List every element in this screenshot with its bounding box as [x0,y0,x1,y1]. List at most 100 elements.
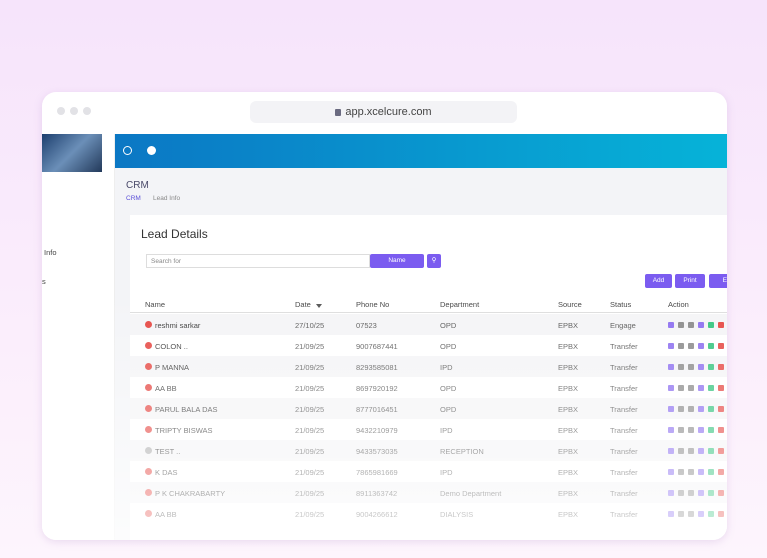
cell: IPD [440,468,453,477]
action-icon[interactable] [708,511,714,517]
cell: TRIPTY BISWAS [155,426,213,435]
action-icon[interactable] [668,385,674,391]
action-icon[interactable] [718,469,724,475]
cell: PARUL BALA DAS [155,405,218,414]
action-icon[interactable] [698,406,704,412]
back-icon[interactable] [123,146,132,155]
sort-arrow [316,304,322,308]
action-icon[interactable] [678,343,684,349]
action-icon[interactable] [678,511,684,517]
action-icon[interactable] [688,511,694,517]
status-dot [145,363,152,370]
sidebar-item[interactable]: Info [44,248,57,257]
settings-icon[interactable] [147,146,156,155]
action-icon[interactable] [718,448,724,454]
sidebar: Info s [42,134,115,540]
action-icon[interactable] [698,364,704,370]
action-icon[interactable] [688,322,694,328]
action-icon[interactable] [698,322,704,328]
action-icon[interactable] [668,448,674,454]
content: CRM CRM Lead Info Lead Details Search fo… [115,168,727,540]
cell: K DAS [155,468,178,477]
action-icon[interactable] [708,406,714,412]
cell: COLON .. [155,342,188,351]
cell: 7865981669 [356,468,398,477]
search-input[interactable]: Search for [146,254,370,268]
action-icon[interactable] [698,343,704,349]
action-icon[interactable] [668,511,674,517]
action-icon[interactable] [698,448,704,454]
action-icon[interactable] [668,469,674,475]
cell: 8911363742 [356,489,398,498]
search-button[interactable]: ⚲ [427,254,441,268]
action-icon[interactable] [708,322,714,328]
action-icon[interactable] [688,490,694,496]
action-icon[interactable] [718,385,724,391]
action-icon[interactable] [698,511,704,517]
cell: 21/09/25 [295,363,325,372]
action-icon[interactable] [688,448,694,454]
action-icon[interactable] [668,427,674,433]
search-field-select[interactable]: Name [370,254,424,268]
action-icon[interactable] [708,385,714,391]
add-button[interactable]: Add [645,274,672,288]
cell: 8293585081 [356,363,398,372]
action-icon[interactable] [718,427,724,433]
action-icon[interactable] [718,343,724,349]
action-icon[interactable] [698,490,704,496]
action-icon[interactable] [678,490,684,496]
cell: EPBX [558,384,579,393]
action-icon[interactable] [688,364,694,370]
action-icon[interactable] [718,322,724,328]
action-icon[interactable] [678,385,684,391]
table-row [130,314,727,335]
cell: 8777016451 [356,405,398,414]
cell: Demo Department [440,489,502,498]
print-button[interactable]: Print [675,274,705,288]
action-icon[interactable] [688,385,694,391]
action-icon[interactable] [668,490,674,496]
action-icon[interactable] [678,448,684,454]
action-icon[interactable] [698,385,704,391]
action-icon[interactable] [708,469,714,475]
action-icon[interactable] [718,511,724,517]
action-icon[interactable] [708,343,714,349]
cell: Transfer [610,447,638,456]
address-bar[interactable]: app.xcelcure.com [250,101,517,123]
action-icon[interactable] [678,469,684,475]
cell: 9432210979 [356,426,398,435]
action-icon[interactable] [668,364,674,370]
action-icon[interactable] [708,364,714,370]
cell: Transfer [610,384,638,393]
url: app.xcelcure.com [345,106,432,118]
breadcrumb-link[interactable]: CRM [126,195,141,202]
column-header[interactable]: Date [295,300,311,309]
action-icon[interactable] [668,322,674,328]
action-icon[interactable] [708,427,714,433]
action-icon[interactable] [698,469,704,475]
action-icon[interactable] [698,427,704,433]
action-icon[interactable] [688,343,694,349]
action-icon[interactable] [668,343,674,349]
action-icon[interactable] [708,448,714,454]
action-icon[interactable] [718,490,724,496]
action-icon[interactable] [678,322,684,328]
action-icon[interactable] [718,406,724,412]
action-icon[interactable] [678,364,684,370]
column-header: Name [145,300,166,309]
action-icon[interactable] [688,406,694,412]
cell: EPBX [558,405,579,414]
action-icon[interactable] [718,364,724,370]
action-icon[interactable] [688,427,694,433]
export-button[interactable]: E [709,274,727,288]
cell: 9007687441 [356,342,398,351]
cell: 21/09/25 [295,510,325,519]
action-icon[interactable] [708,490,714,496]
action-icon[interactable] [688,469,694,475]
action-icon[interactable] [668,406,674,412]
window-dot [70,107,78,115]
action-icon[interactable] [678,427,684,433]
sidebar-item[interactable]: s [42,277,46,286]
cell: 9004266612 [356,510,398,519]
action-icon[interactable] [678,406,684,412]
